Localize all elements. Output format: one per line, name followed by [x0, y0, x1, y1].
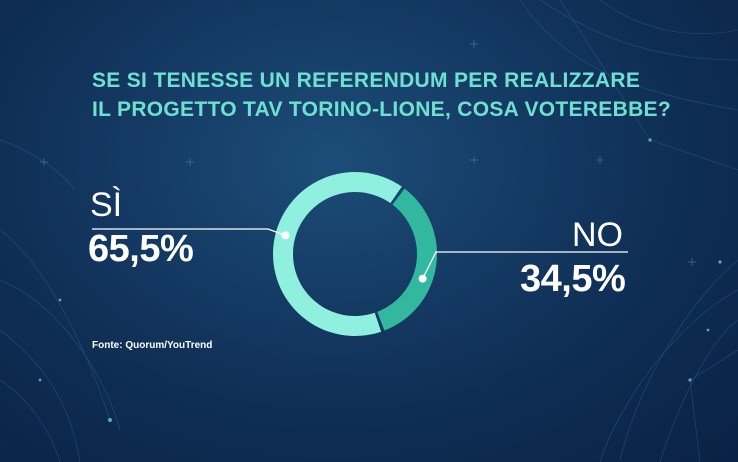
no-leader-line: [422, 251, 628, 279]
si-leader-line-dot: [281, 231, 290, 240]
chart-title-line-2: IL PROGETTO TAV TORINO-LIONE, COSA VOTER…: [92, 98, 671, 121]
no-label: NO: [572, 216, 623, 254]
si-value-label: 65,5%: [88, 228, 194, 270]
donut-slice-no: [377, 188, 437, 331]
no-leader-line-dot: [418, 274, 427, 283]
chart-title-line-1: SE SI TENESSE UN REFERENDUM PER REALIZZA…: [92, 69, 641, 92]
donut-slice-si: [272, 171, 402, 336]
si-label: SÌ: [90, 186, 123, 224]
si-leader-line: [92, 228, 286, 236]
chart-title: SE SI TENESSE UN REFERENDUM PER REALIZZA…: [92, 66, 671, 124]
no-value-label: 34,5%: [520, 258, 626, 300]
source-note: Fonte: Quorum/YouTrend: [92, 340, 213, 351]
